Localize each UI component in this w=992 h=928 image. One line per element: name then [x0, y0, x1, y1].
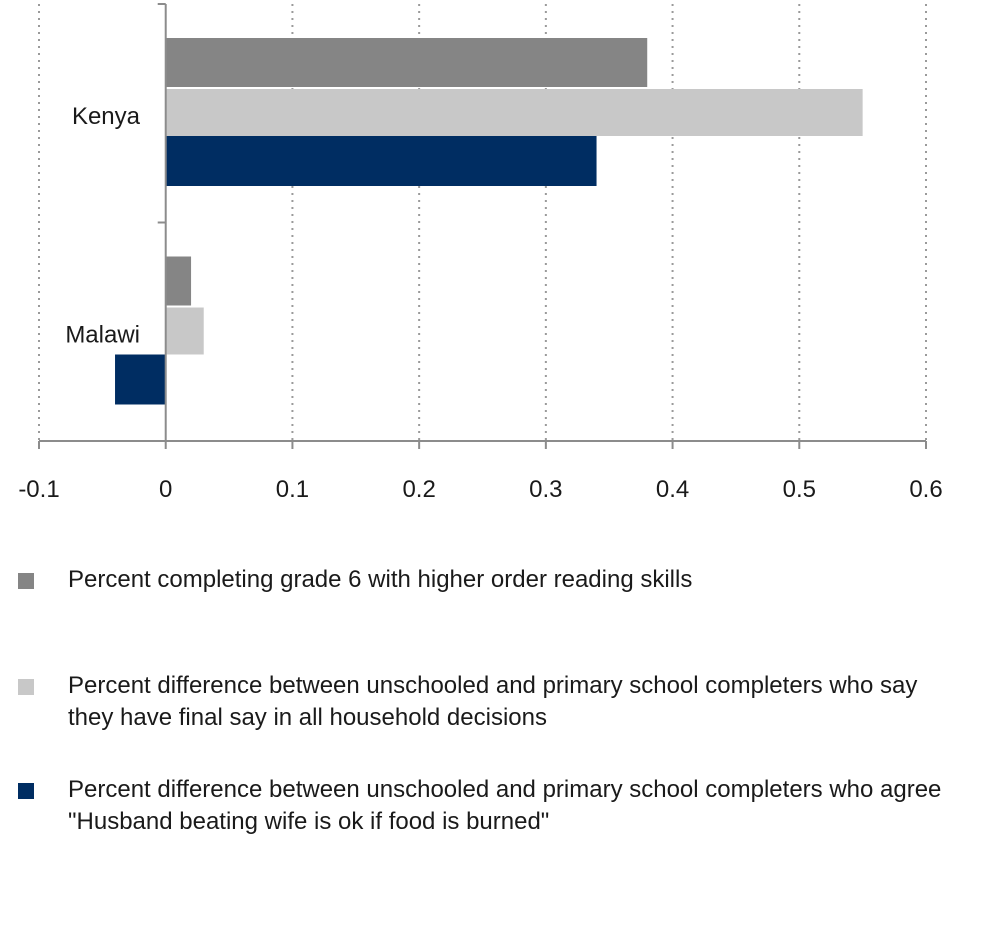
category-labels: Kenya Malawi: [65, 103, 140, 349]
category-label-malawi: Malawi: [65, 322, 140, 349]
bar-kenya-series-2: [165, 89, 863, 136]
x-tick-label: 0.5: [783, 476, 816, 503]
bar-malawi-series-1: [165, 256, 192, 306]
gridlines: [38, 4, 927, 441]
x-tick-label: 0.3: [529, 476, 562, 503]
x-tick-label: 0.1: [276, 476, 309, 503]
bar-malawi-series-2: [165, 307, 204, 355]
legend-label-reading-skills: Percent completing grade 6 with higher o…: [68, 566, 693, 593]
x-tick-label: -0.1: [18, 476, 59, 503]
x-tick-labels: -0.1 0 0.1 0.2 0.3 0.4 0.5 0.6: [18, 476, 942, 503]
legend-swatch-husband-beating: [18, 783, 34, 799]
bar-chart: -0.1 0 0.1 0.2 0.3 0.4 0.5 0.6 Kenya Malawi: [18, 3, 943, 503]
legend-label-household-decisions: Percent difference between unschooled an…: [68, 672, 918, 731]
x-tick-label: 0.6: [909, 476, 942, 503]
bar-malawi-series-3: [115, 354, 166, 405]
bar-kenya-series-1: [165, 38, 648, 87]
x-tick-label: 0.4: [656, 476, 689, 503]
legend-label-husband-beating: Percent difference between unschooled an…: [68, 776, 942, 835]
legend-swatch-reading-skills: [18, 573, 34, 589]
bar-kenya-series-3: [165, 136, 597, 186]
x-tick-label: 0: [159, 476, 172, 503]
category-label-kenya: Kenya: [72, 103, 141, 130]
axes: [38, 3, 927, 449]
bars: [115, 38, 863, 405]
x-tick-label: 0.2: [402, 476, 435, 503]
legend-swatch-household-decisions: [18, 679, 34, 695]
